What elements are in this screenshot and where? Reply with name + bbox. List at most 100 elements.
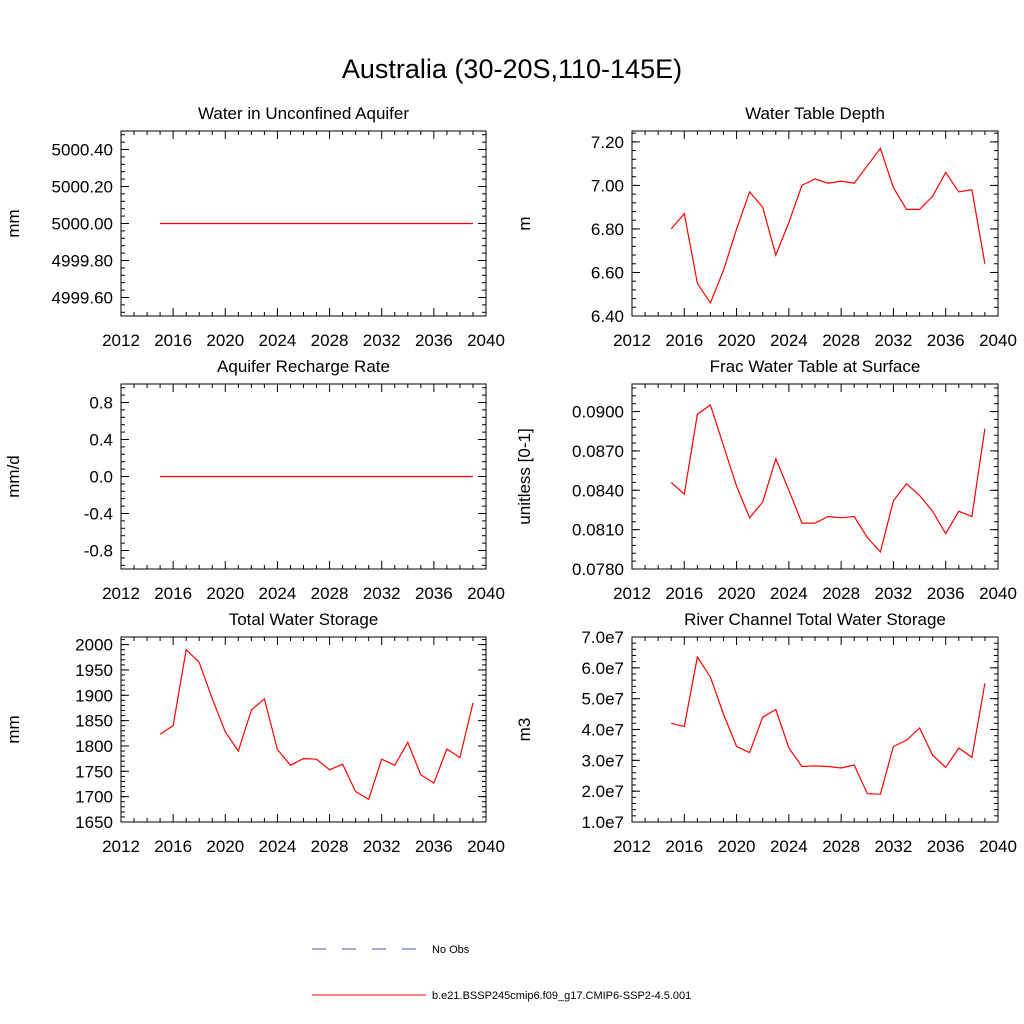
chart-panel-5: Total Water Storage mm 2012 2016 2020 2024 202… — [4, 610, 505, 856]
x-tick-label: 2036 — [927, 331, 965, 350]
x-tick-label: 2040 — [979, 837, 1017, 856]
y-axis-label: mm/d — [4, 455, 23, 498]
chart-panel-3: Aquifer Recharge Rate mm/d 2012 2016 2020 202… — [4, 357, 505, 603]
x-tick-label: 2028 — [822, 584, 860, 603]
series-line — [670, 147, 986, 305]
panel-title: Frac Water Table at Surface — [710, 357, 921, 376]
x-tick-label: 2012 — [613, 837, 651, 856]
y-tick-label: 1900 — [75, 686, 113, 705]
y-tick-label: 1650 — [75, 813, 113, 832]
x-tick-label: 2040 — [467, 837, 505, 856]
x-tick-label: 2012 — [613, 331, 651, 350]
series-line — [159, 648, 474, 801]
series-line — [671, 655, 986, 795]
y-tick-label: 6.80 — [591, 220, 624, 239]
y-axis-label: mm — [4, 209, 23, 237]
panel-title: River Channel Total Water Storage — [684, 610, 946, 629]
x-tick-label: 2032 — [875, 331, 913, 350]
y-tick-label: 5000.40 — [52, 141, 113, 160]
y-axis-label: m — [515, 216, 534, 230]
y-axis-label: mm — [4, 715, 23, 743]
chart-panel-4: Frac Water Table at Surface unitless [0-1… — [515, 357, 1017, 603]
chart-panel-6: River Channel Total Water Storage m3 2012 2… — [515, 610, 1017, 856]
y-tick-label: 0.0 — [89, 468, 113, 487]
x-tick-label: 2020 — [718, 331, 756, 350]
x-tick-label: 2020 — [718, 837, 756, 856]
series-line — [670, 404, 986, 554]
y-tick-label: 2000 — [75, 636, 113, 655]
x-tick-label: 2016 — [665, 837, 703, 856]
x-tick-label: 2028 — [311, 584, 349, 603]
x-tick-label: 2020 — [718, 584, 756, 603]
x-tick-label: 2016 — [154, 837, 192, 856]
y-tick-label: 5000.00 — [52, 215, 113, 234]
x-tick-label: 2032 — [875, 584, 913, 603]
y-tick-label: 6.40 — [591, 307, 624, 326]
chart-panel-2: Water Table Depth m 2012 2016 2020 2024 2028 20… — [515, 104, 1017, 350]
panel-title: Aquifer Recharge Rate — [217, 357, 390, 376]
y-tick-label: 0.8 — [89, 394, 113, 413]
y-tick-label: 4999.80 — [52, 252, 113, 271]
y-tick-label: 0.0900 — [572, 403, 624, 422]
chart-panel-1: Water in Unconfined Aquifer mm 2012 2016 202… — [4, 104, 505, 350]
x-tick-label: 2016 — [665, 584, 703, 603]
x-tick-label: 2040 — [467, 331, 505, 350]
x-tick-label: 2028 — [822, 331, 860, 350]
x-tick-label: 2032 — [363, 837, 401, 856]
y-tick-label: 0.4 — [89, 431, 113, 450]
x-tick-label: 2020 — [206, 331, 244, 350]
y-tick-label: 7.00 — [591, 176, 624, 195]
panel-title: Water in Unconfined Aquifer — [198, 104, 409, 123]
y-axis-label: m3 — [515, 718, 534, 742]
x-tick-label: 2016 — [154, 584, 192, 603]
x-tick-label: 2016 — [665, 331, 703, 350]
x-tick-label: 2024 — [770, 331, 808, 350]
x-tick-label: 2024 — [770, 584, 808, 603]
x-tick-label: 2036 — [415, 331, 453, 350]
panel-title: Water Table Depth — [745, 104, 885, 123]
legend-no-obs-label: No Obs — [432, 944, 470, 956]
y-tick-label: 6.60 — [591, 263, 624, 282]
y-axis-label: unitless [0-1] — [515, 428, 534, 524]
y-tick-label: 1700 — [75, 788, 113, 807]
y-tick-label: 7.0e7 — [581, 628, 624, 647]
y-tick-label: 5.0e7 — [581, 690, 624, 709]
x-tick-label: 2024 — [259, 584, 297, 603]
y-tick-label: 0.0780 — [572, 560, 624, 579]
y-tick-label: 7.20 — [591, 133, 624, 152]
x-tick-label: 2032 — [363, 584, 401, 603]
x-tick-label: 2040 — [979, 331, 1017, 350]
x-tick-label: 2036 — [927, 584, 965, 603]
x-tick-label: 2040 — [467, 584, 505, 603]
x-tick-label: 2012 — [102, 584, 140, 603]
y-tick-label: 1850 — [75, 712, 113, 731]
legend-run-label: b.e21.BSSP245cmip6.f09_g17.CMIP6-SSP2-4.… — [432, 990, 691, 1002]
x-tick-label: 2036 — [927, 837, 965, 856]
y-tick-label: 0.0870 — [572, 442, 624, 461]
x-tick-label: 2028 — [311, 837, 349, 856]
x-tick-label: 2012 — [102, 331, 140, 350]
x-tick-label: 2036 — [415, 837, 453, 856]
page-title: Australia (30-20S,110-145E) — [341, 54, 683, 84]
y-tick-label: 1800 — [75, 737, 113, 756]
y-tick-label: 2.0e7 — [581, 782, 624, 801]
x-tick-label: 2032 — [875, 837, 913, 856]
y-tick-label: 5000.20 — [52, 178, 113, 197]
x-tick-label: 2012 — [613, 584, 651, 603]
x-tick-label: 2024 — [259, 837, 297, 856]
y-tick-label: 3.0e7 — [581, 751, 624, 770]
y-tick-label: 4.0e7 — [581, 721, 624, 740]
x-tick-label: 2028 — [822, 837, 860, 856]
panel-title: Total Water Storage — [229, 610, 379, 629]
x-tick-label: 2028 — [311, 331, 349, 350]
y-tick-label: 1750 — [75, 762, 113, 781]
y-tick-label: 1950 — [75, 661, 113, 680]
x-tick-label: 2040 — [979, 584, 1017, 603]
y-tick-label: 4999.60 — [52, 289, 113, 308]
x-tick-label: 2032 — [363, 331, 401, 350]
x-tick-label: 2024 — [770, 837, 808, 856]
y-tick-label: 0.0840 — [572, 481, 624, 500]
x-tick-label: 2036 — [415, 584, 453, 603]
